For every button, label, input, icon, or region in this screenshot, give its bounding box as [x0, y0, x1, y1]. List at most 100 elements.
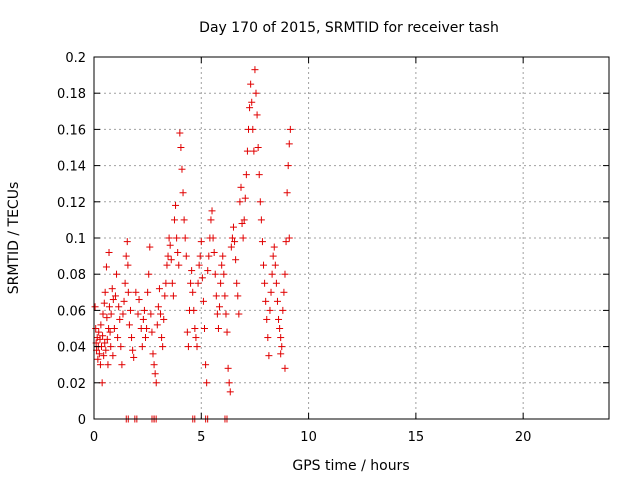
data-point — [241, 194, 249, 202]
data-point — [113, 270, 121, 278]
data-point — [252, 89, 260, 97]
y-tick-label: 0.2 — [65, 51, 86, 66]
y-tick-label: 0.02 — [57, 377, 86, 392]
data-point — [169, 292, 177, 300]
data-point — [138, 343, 146, 351]
y-tick-label: 0.04 — [57, 341, 86, 356]
data-point — [225, 379, 233, 387]
data-point — [266, 306, 274, 314]
data-point — [285, 234, 293, 242]
data-point — [275, 315, 283, 323]
data-point — [240, 216, 248, 224]
data-point — [232, 256, 240, 264]
data-point — [234, 292, 242, 300]
data-point — [278, 343, 286, 351]
data-point — [172, 201, 180, 209]
data-point — [174, 248, 182, 256]
data-point — [158, 334, 166, 342]
data-point — [223, 328, 231, 336]
data-point — [277, 334, 285, 342]
data-point — [102, 346, 110, 354]
data-point — [205, 252, 213, 260]
data-point — [211, 270, 219, 278]
data-point — [236, 198, 244, 206]
data-point — [118, 361, 126, 369]
data-point — [105, 248, 113, 256]
data-point — [114, 334, 122, 342]
data-point — [208, 207, 216, 215]
data-point — [119, 310, 127, 318]
x-tick-label: 10 — [300, 430, 317, 445]
data-point — [126, 306, 134, 314]
data-point — [101, 288, 109, 296]
y-tick-label: 0.14 — [57, 160, 86, 175]
data-point — [272, 279, 280, 287]
data-point — [212, 292, 220, 300]
data-point — [176, 129, 184, 137]
data-point — [280, 288, 288, 296]
data-point — [193, 343, 201, 351]
data-point — [217, 279, 225, 287]
data-point — [231, 238, 239, 246]
x-tick-label: 15 — [408, 430, 425, 445]
data-point — [91, 303, 99, 311]
data-point — [97, 321, 105, 329]
data-point — [177, 144, 185, 151]
data-point — [99, 332, 107, 340]
data-point — [148, 328, 156, 336]
data-point — [100, 352, 108, 360]
y-tick-label: 0.08 — [57, 268, 86, 283]
data-point — [256, 198, 264, 206]
data-point — [96, 335, 104, 343]
data-point — [281, 364, 289, 372]
data-point — [255, 171, 263, 179]
data-point — [149, 350, 157, 358]
y-tick-label: 0 — [78, 413, 86, 428]
data-point — [123, 238, 131, 246]
data-point — [202, 361, 210, 369]
data-point — [221, 292, 229, 300]
data-point — [142, 334, 149, 342]
data-point — [102, 263, 110, 271]
data-point — [218, 261, 226, 269]
data-point — [187, 279, 195, 287]
data-point — [248, 98, 256, 106]
data-point — [181, 234, 189, 242]
data-point — [284, 162, 292, 170]
data-point — [104, 361, 112, 369]
data-point — [258, 238, 266, 246]
data-point — [222, 310, 230, 318]
data-point — [109, 352, 117, 360]
data-point — [96, 361, 104, 369]
data-point — [207, 216, 215, 224]
data-point — [144, 288, 152, 296]
data-point — [163, 261, 171, 269]
data-point — [239, 234, 247, 242]
data-point — [116, 315, 124, 323]
data-point — [100, 299, 108, 307]
data-point — [179, 189, 187, 197]
x-tick-label: 0 — [90, 430, 98, 445]
data-point — [122, 252, 130, 260]
x-tick-label: 5 — [197, 430, 205, 445]
data-point — [129, 346, 137, 354]
data-point — [269, 252, 277, 260]
data-point — [108, 285, 116, 293]
data-point — [168, 279, 176, 287]
data-point — [101, 339, 109, 347]
data-point — [198, 274, 206, 282]
data-point — [175, 261, 183, 269]
data-point — [253, 111, 261, 119]
data-point — [271, 261, 279, 269]
data-point — [125, 321, 133, 329]
data-point — [115, 303, 123, 311]
data-point — [261, 279, 269, 287]
data-point — [189, 288, 197, 296]
data-point — [279, 306, 287, 314]
data-point — [194, 279, 202, 287]
data-point — [159, 343, 167, 351]
data-point — [160, 315, 168, 323]
x-tick-label: 20 — [515, 430, 532, 445]
data-point — [262, 297, 270, 305]
x-tick-labels: 0 5 10 15 20 — [90, 430, 532, 445]
